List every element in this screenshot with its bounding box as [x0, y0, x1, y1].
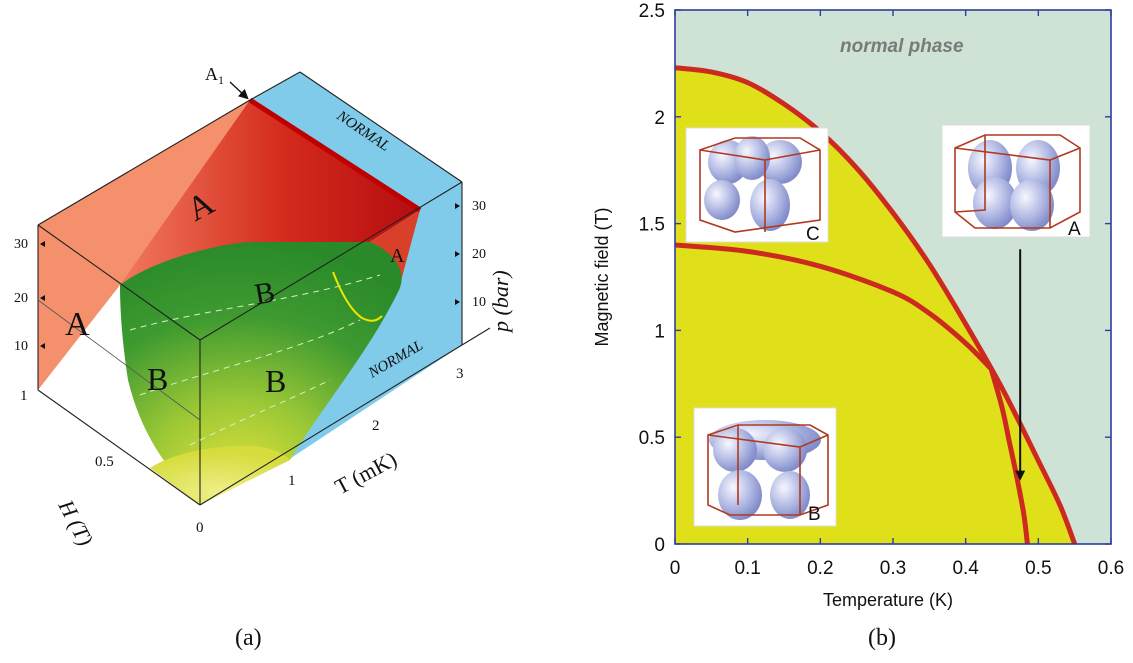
y-tick-label: 0	[654, 535, 665, 556]
panel-b: 0 0.1 0.2 0.3 0.4 0.5 0.6 0 0.5 1 1.5 2 2.5 normal p…	[592, 1, 1124, 651]
x-tick-label: 0.2	[807, 558, 833, 579]
p-ticks-left: 30 20 10	[14, 237, 45, 354]
normal-phase-label: normal phase	[840, 36, 964, 57]
phase-a-wedge-region	[370, 210, 420, 292]
svg-text:10: 10	[472, 295, 486, 310]
panel-b-caption: (b)	[868, 625, 896, 651]
yellow-curve	[332, 271, 383, 322]
svg-text:30: 30	[14, 237, 28, 252]
phase-b-low-region	[150, 445, 290, 505]
p-ticks-right: 30 20 10	[455, 199, 486, 310]
phase-boundary-curve-1	[675, 65, 1078, 544]
svg-text:10: 10	[14, 339, 28, 354]
svg-text:3: 3	[456, 366, 464, 382]
phase-a-left-region	[38, 100, 250, 390]
phase-label-a-right: A	[390, 245, 405, 267]
a1-arrow	[229, 81, 249, 100]
phase-a-dark-region	[120, 100, 420, 285]
y-axis-label: Magnetic field (T)	[592, 207, 612, 346]
svg-text:B: B	[808, 504, 821, 525]
a1-line	[248, 97, 422, 213]
phase-boundary-curve-2	[675, 242, 994, 372]
y-tick-label: 0.5	[639, 428, 665, 449]
x-tick-label: 0.5	[1025, 558, 1051, 579]
b-grid-lines	[129, 274, 381, 446]
inset-a: A	[941, 124, 1091, 240]
svg-text:2: 2	[372, 418, 380, 434]
normal-region	[240, 72, 462, 460]
svg-text:1: 1	[288, 473, 296, 489]
panel-a-caption: (a)	[235, 625, 262, 651]
p-axis-label: p (bar)	[488, 270, 513, 334]
h-axis-label: H (T)	[53, 495, 98, 550]
svg-text:C: C	[806, 224, 820, 245]
x-tick-label: 0	[670, 558, 681, 579]
phase-label-b-front: B	[265, 363, 286, 399]
a1-label: A1	[205, 64, 224, 87]
box-edges	[37, 71, 491, 506]
phase-boundary-curve-3	[988, 366, 1030, 544]
h-ticks: 1 0.5 0	[20, 388, 204, 536]
phase-b-region	[120, 242, 402, 500]
phase-boundary-curves	[675, 65, 1078, 544]
svg-text:20: 20	[14, 291, 28, 306]
x-tick-label: 0.4	[952, 558, 979, 579]
t-axis-label: T (mK)	[331, 446, 401, 499]
y-tick-label: 1.5	[639, 215, 665, 236]
panel-a: A1 A A A B B B NORMAL NORMAL 30 20 10 30…	[14, 64, 513, 651]
x-tick-label: 0.6	[1098, 558, 1124, 579]
tick-labels: 0 0.1 0.2 0.3 0.4 0.5 0.6 0 0.5 1 1.5 2 2.5	[639, 1, 1125, 579]
phase-label-b-left: B	[147, 361, 168, 397]
svg-text:0: 0	[196, 520, 204, 536]
y-tick-label: 1	[654, 321, 665, 342]
y-tick-label: 2.5	[639, 1, 665, 22]
x-axis-label: Temperature (K)	[823, 590, 953, 610]
svg-text:A: A	[1068, 219, 1081, 240]
tick-marks	[674, 9, 1112, 545]
x-tick-label: 0.3	[880, 558, 906, 579]
t-ticks: 1 2 3	[288, 366, 464, 489]
svg-text:20: 20	[472, 247, 486, 262]
phase-label-a-left: A	[65, 306, 90, 343]
x-tick-label: 0.1	[734, 558, 760, 579]
svg-text:0.5: 0.5	[95, 454, 114, 470]
inset-b: B	[693, 407, 837, 527]
y-tick-label: 2	[654, 108, 665, 129]
inset-c: C	[685, 127, 829, 245]
svg-text:30: 30	[472, 199, 486, 214]
svg-text:1: 1	[20, 388, 28, 404]
